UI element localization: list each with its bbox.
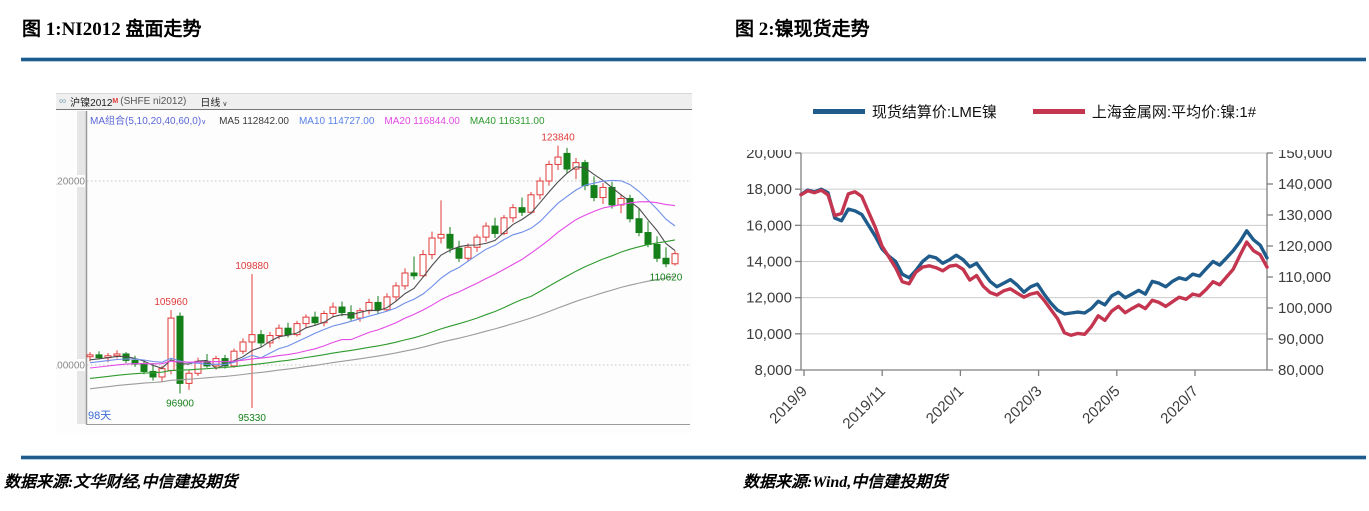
series-line (799, 187, 1269, 316)
chart-legend: 现货结算价:LME镍 上海金属网:平均价:镍:1# (700, 101, 1369, 122)
spot-price-panel: 现货结算价:LME镍 上海金属网:平均价:镍:1# 8,000 10,000 12,0… (700, 95, 1369, 455)
ma-line (89, 275, 676, 390)
y-axis-label: 120000 (56, 177, 85, 188)
figure1-source: 数据来源:文华财经,中信建投期货 (4, 474, 238, 491)
legend-line-swatch (1032, 109, 1085, 114)
days-count-label: 98天 (88, 410, 111, 422)
x-axis-label: 2019/9 (766, 383, 810, 427)
ma-combo-dropdown[interactable]: MA组合(5,10,20,40,60,0)∨ (90, 116, 207, 127)
top-divider-rule (21, 57, 1366, 62)
price-annotation: 105960 (154, 297, 188, 308)
period-dropdown[interactable]: 日线 ∨ (200, 98, 228, 109)
legend-line-swatch (812, 109, 865, 114)
legend-label: 上海金属网:平均价:镍:1# (1091, 104, 1257, 121)
figure2-title: 图 2:镍现货走势 (735, 19, 870, 40)
contract-symbol: 沪镍2012 (70, 98, 113, 109)
candlestick-chart: 120000 100000 105960 96900 109880 95330 123840… (56, 111, 690, 425)
right-axis-label: 90,000 (1278, 331, 1324, 348)
x-axis-label: 2020/5 (1079, 383, 1123, 427)
series-line (799, 188, 1269, 338)
terminal-header-bar: ∞ 沪镍2012 M (SHFE ni2012) 日线 ∨ (56, 93, 692, 110)
ma-value-readout: MA20 116844.00 (384, 116, 460, 127)
x-axis-label: 2020/3 (1001, 383, 1045, 427)
legend-item: 上海金属网:平均价:镍:1# (1032, 101, 1257, 122)
price-annotation: 110620 (650, 272, 683, 283)
ma-line (89, 166, 676, 370)
right-axis-label: 100,000 (1278, 300, 1332, 317)
ma-value-readout: MA10 114727.00 (298, 116, 375, 127)
left-axis-label: 10,000 (746, 326, 792, 343)
right-axis-label: 80,000 (1278, 362, 1324, 379)
figure1-title: 图 1:NI2012 盘面走势 (22, 19, 202, 40)
left-axis-label: 14,000 (746, 254, 792, 271)
line-chart: 8,000 10,000 12,000 14,000 16,000 18,000 20,00… (746, 150, 1332, 433)
right-axis-label: 150,000 (1278, 150, 1332, 162)
price-annotation: 109880 (235, 261, 269, 272)
left-axis-label: 16,000 (746, 217, 792, 234)
legend-item: 现货结算价:LME镍 (812, 101, 997, 122)
x-axis-label: 2020/7 (1157, 383, 1201, 427)
figure2-source: 数据来源:Wind,中信建投期货 (743, 474, 948, 491)
y-axis-label: 100000 (56, 361, 85, 372)
contract-code: (SHFE ni2012) (120, 96, 187, 107)
price-annotation: 95330 (238, 413, 266, 424)
right-axis-label: 120,000 (1278, 238, 1332, 255)
left-axis-label: 20,000 (746, 150, 792, 162)
main-contract-badge: M (112, 98, 119, 105)
chevron-down-icon: ∨ (201, 119, 207, 126)
right-axis-label: 140,000 (1278, 176, 1332, 193)
left-axis-label: 8,000 (754, 362, 792, 379)
left-axis-label: 18,000 (746, 181, 792, 198)
ma-value-readout: MA5 112842.00 (219, 116, 289, 127)
price-annotation: 96900 (166, 399, 194, 410)
ma-value-readout: MA40 116311.00 (469, 116, 545, 127)
bottom-divider-rule (21, 455, 1366, 460)
legend-label: 现货结算价:LME镍 (871, 104, 997, 121)
candlestick-panel: ∞ 沪镍2012 M (SHFE ni2012) 日线 ∨ MA组合(5,10,2… (56, 93, 692, 433)
ma-line (89, 239, 676, 379)
x-axis-label: 2019/11 (839, 383, 889, 433)
chevron-down-icon: ∨ (222, 101, 228, 108)
left-axis-label: 12,000 (746, 290, 792, 307)
link-icon: ∞ (59, 96, 67, 107)
ma-line (89, 201, 676, 369)
ma-settings-row: MA组合(5,10,20,40,60,0)∨ MA5 112842.00 MA10… (90, 112, 545, 127)
price-annotation: 123840 (541, 133, 575, 144)
x-axis-label: 2020/1 (923, 383, 967, 427)
right-axis-label: 110,000 (1278, 269, 1331, 286)
right-axis-label: 130,000 (1278, 207, 1332, 224)
